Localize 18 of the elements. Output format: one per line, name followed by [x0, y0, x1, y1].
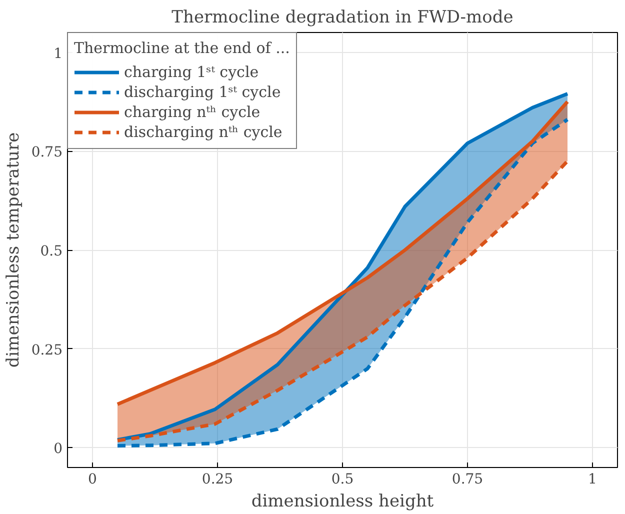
x-axis-title: dimensionless height	[251, 492, 434, 512]
x-tick-label: 0	[88, 472, 97, 488]
y-axis-title: dimensionless temperature	[3, 132, 24, 368]
y-tick-label: 0.5	[40, 244, 62, 260]
legend-label: charging 1ˢᵗ cycle	[124, 63, 259, 81]
x-tick-label: 0.25	[202, 472, 234, 488]
y-tick-label: 0	[54, 441, 63, 458]
legend-label: charging nᵗʰ cycle	[124, 103, 260, 121]
legend-title: Thermocline at the end of ...	[74, 39, 290, 57]
y-tick-label: 1	[54, 46, 63, 62]
legend-label: discharging nᵗʰ cycle	[124, 123, 282, 141]
y-tick-label: 0.75	[31, 144, 62, 161]
x-tick-label: 1	[588, 472, 597, 488]
x-tick-label: 0.75	[452, 472, 484, 488]
chart-title: Thermocline degradation in FWD-mode	[172, 8, 514, 28]
y-tick-label: 0.25	[31, 342, 62, 358]
legend-label: discharging 1ˢᵗ cycle	[124, 83, 281, 101]
x-tick-label: 0.5	[331, 472, 354, 488]
